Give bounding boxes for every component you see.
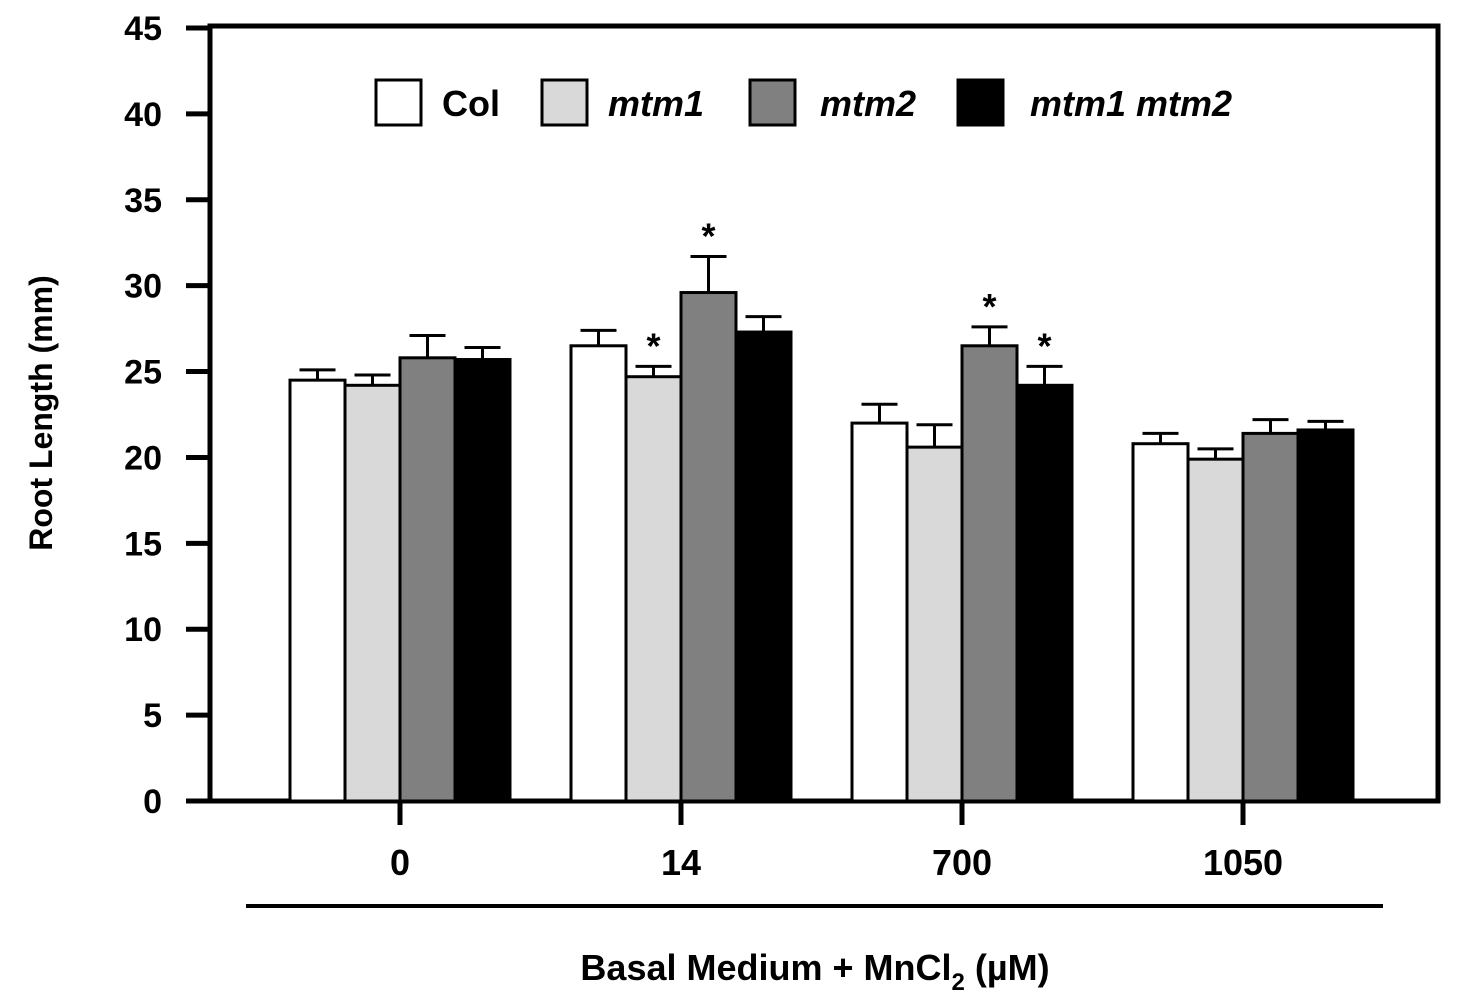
bar-mtm2-14 [679,291,738,803]
bar-Col-14 [569,344,628,803]
bar-mtm2-1050 [1241,431,1300,803]
y-tick-label: 40 [124,96,162,134]
x-axis-label-prefix: Basal Medium + MnCl [580,947,951,988]
legend-swatch-mtm1 [540,78,589,127]
y-tick-label: 45 [124,10,162,48]
y-tick-label: 5 [143,697,162,735]
error-bar-group [299,254,1344,460]
legend-swatch-mtm2 [748,78,797,127]
y-tick-label: 15 [124,525,162,563]
y-axis-ticks: 0 5 10 15 20 25 30 35 40 45 [124,10,210,821]
y-axis-label: Root Length (mm) [23,275,59,551]
y-tick-label: 0 [143,783,162,821]
legend: Col mtm1 mtm2 mtm1 mtm2 [374,78,1232,127]
bar-mtm1-mtm2-14 [734,330,793,803]
x-axis-label-suffix: (µM) [965,947,1050,988]
bar-mtm1-mtm2-700 [1015,383,1074,803]
bar-mtm1-1050 [1186,457,1245,803]
bar-mtm2-0 [398,356,457,803]
significance-star: * [646,325,660,366]
bar-group [288,291,1355,803]
bar-mtm1-0 [343,383,402,803]
legend-swatch-mtm1-mtm2 [956,78,1005,127]
y-tick-label: 10 [124,611,162,649]
significance-star: * [982,286,996,327]
bar-mtm1-mtm2-1050 [1296,428,1355,803]
x-tick-label: 700 [932,842,992,883]
x-tick-label: 1050 [1203,842,1283,883]
y-tick-label: 25 [124,354,162,392]
x-tick-label: 0 [390,842,410,883]
significance-group: * * * * [646,215,1051,366]
bar-mtm1-14 [624,375,683,803]
x-tick-label: 14 [661,842,701,883]
legend-label-mtm1: mtm1 [608,83,704,124]
bar-Col-0 [288,378,347,803]
legend-label-mtm1-mtm2: mtm1 mtm2 [1030,83,1232,124]
plot-frame [207,23,1441,804]
legend-label-mtm2: mtm2 [820,83,916,124]
legend-swatch-Col [374,78,423,127]
bar-mtm2-700 [960,344,1019,803]
y-tick-label: 20 [124,439,162,477]
x-axis-ticks: 0 14 700 1050 [390,801,1283,883]
bar-mtm1-700 [905,445,964,803]
y-tick-label: 35 [124,182,162,220]
significance-star: * [701,215,715,256]
legend-label-Col: Col [442,83,500,124]
y-tick-label: 30 [124,268,162,306]
bar-mtm1-mtm2-0 [453,358,512,803]
x-axis-label-subscript: 2 [952,969,965,996]
bar-Col-700 [850,421,909,803]
significance-star: * [1037,325,1051,366]
bar-Col-1050 [1131,442,1190,803]
x-axis-label: Basal Medium + MnCl2 (µM) [580,947,1049,996]
